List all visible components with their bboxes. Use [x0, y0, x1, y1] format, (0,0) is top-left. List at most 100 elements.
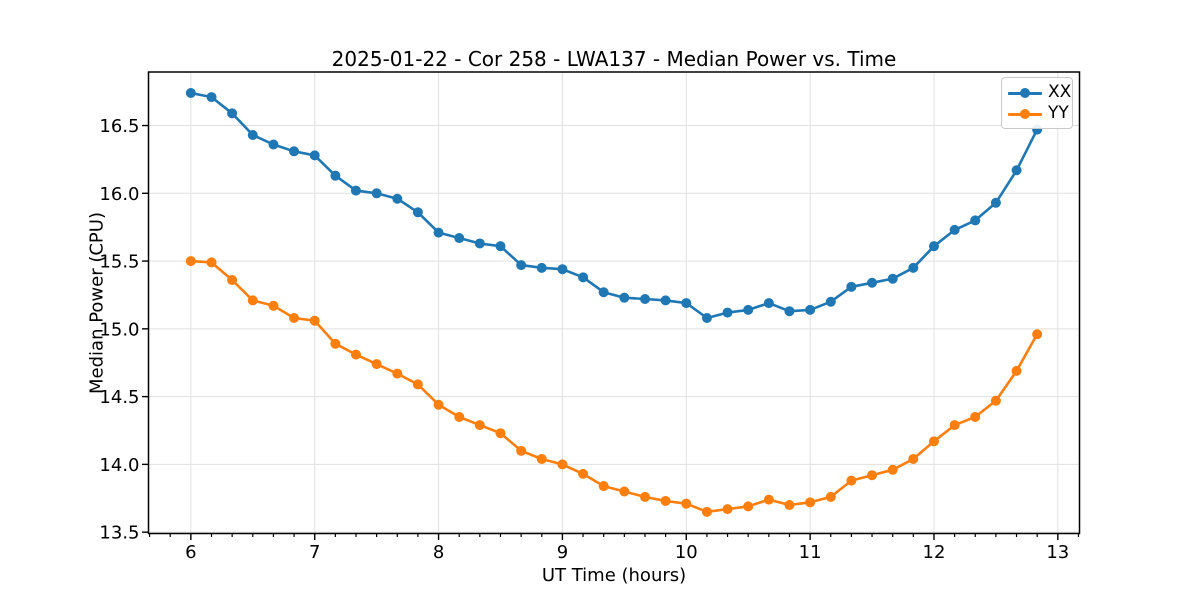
data-point-yy: [949, 420, 960, 431]
data-point-yy: [763, 494, 774, 505]
data-point-yy: [681, 498, 692, 509]
data-point-yy: [660, 495, 671, 506]
y-tick-label: 14.0: [99, 455, 139, 476]
data-point-yy: [330, 338, 341, 349]
y-axis-label: Median Power (CPU): [86, 212, 108, 394]
data-point-xx: [784, 306, 795, 317]
data-point-xx: [990, 197, 1001, 208]
data-point-yy: [784, 500, 795, 511]
x-tick-label: 10: [675, 542, 698, 563]
data-point-xx: [1011, 165, 1022, 176]
data-point-xx: [578, 272, 589, 283]
data-point-yy: [516, 445, 527, 456]
data-point-yy: [247, 295, 258, 306]
data-point-xx: [433, 227, 444, 238]
legend-label-xx: XX: [1048, 82, 1072, 102]
y-tick-label: 13.5: [99, 523, 139, 544]
series-line-xx: [189, 91, 1039, 320]
data-point-yy: [350, 349, 361, 360]
legend-item-yy: YY: [1008, 103, 1072, 124]
data-point-xx: [247, 130, 258, 141]
data-point-yy: [392, 368, 403, 379]
data-point-yy: [1032, 329, 1043, 340]
data-point-yy: [1011, 365, 1022, 376]
x-tick-label: 12: [923, 542, 946, 563]
axes-frame: [147, 71, 1081, 535]
data-point-xx: [846, 281, 857, 292]
data-point-yy: [433, 399, 444, 410]
x-axis-label: UT Time (hours): [541, 565, 687, 586]
data-point-xx: [908, 262, 919, 273]
legend: XX YY: [1001, 77, 1073, 129]
legend-line-marker-yy-icon: [1008, 108, 1042, 120]
data-point-yy: [206, 257, 217, 268]
data-point-xx: [825, 296, 836, 307]
data-point-yy: [598, 481, 609, 492]
data-point-xx: [928, 241, 939, 252]
data-point-yy: [990, 395, 1001, 406]
data-point-xx: [701, 312, 712, 323]
data-point-yy: [805, 497, 816, 508]
data-point-yy: [495, 428, 506, 439]
data-point-xx: [206, 92, 217, 103]
data-point-xx: [805, 304, 816, 315]
data-point-yy: [928, 436, 939, 447]
legend-line-marker-xx-icon: [1008, 87, 1042, 99]
data-point-xx: [330, 170, 341, 181]
data-point-xx: [722, 307, 733, 318]
x-tick-label: 6: [185, 542, 196, 563]
data-point-xx: [619, 292, 630, 303]
data-point-xx: [763, 298, 774, 309]
data-point-yy: [371, 359, 382, 370]
chart-title: 2025-01-22 - Cor 258 - LWA137 - Median P…: [331, 47, 897, 71]
data-point-xx: [557, 264, 568, 275]
data-point-yy: [536, 453, 547, 464]
legend-label-yy: YY: [1048, 103, 1069, 123]
data-point-yy: [454, 411, 465, 422]
x-tick-label: 9: [557, 542, 568, 563]
y-tick-label: 15.0: [99, 319, 139, 340]
data-point-xx: [970, 215, 981, 226]
data-point-xx: [640, 294, 651, 305]
data-point-yy: [185, 256, 196, 267]
data-point-yy: [722, 504, 733, 515]
data-point-xx: [185, 88, 196, 99]
data-point-xx: [412, 207, 423, 218]
data-point-yy: [640, 491, 651, 502]
data-point-xx: [949, 224, 960, 235]
legend-item-xx: XX: [1008, 82, 1072, 103]
data-point-yy: [474, 420, 485, 431]
data-point-xx: [660, 295, 671, 306]
y-tick-label: 14.5: [99, 387, 139, 408]
data-point-xx: [474, 238, 485, 249]
data-point-xx: [309, 150, 320, 161]
x-tick-label: 11: [799, 542, 822, 563]
data-point-yy: [289, 312, 300, 323]
y-tick-label: 16.5: [99, 116, 139, 137]
data-point-yy: [846, 475, 857, 486]
data-point-xx: [743, 304, 754, 315]
data-point-xx: [350, 185, 361, 196]
data-point-xx: [289, 146, 300, 157]
x-tick-label: 8: [433, 542, 444, 563]
data-point-xx: [536, 262, 547, 273]
data-point-yy: [557, 459, 568, 470]
data-point-yy: [619, 486, 630, 497]
data-point-yy: [412, 379, 423, 390]
data-point-xx: [598, 287, 609, 298]
data-point-yy: [970, 411, 981, 422]
data-point-xx: [887, 273, 898, 284]
data-point-yy: [578, 468, 589, 479]
data-point-yy: [268, 300, 279, 311]
data-point-xx: [867, 277, 878, 288]
data-point-xx: [392, 193, 403, 204]
data-point-yy: [701, 506, 712, 517]
data-point-yy: [309, 315, 320, 326]
data-point-xx: [681, 298, 692, 309]
series-line-yy: [189, 259, 1039, 514]
data-point-yy: [227, 275, 238, 286]
x-tick-label: 7: [309, 542, 320, 563]
data-point-yy: [743, 501, 754, 512]
data-point-xx: [371, 188, 382, 199]
